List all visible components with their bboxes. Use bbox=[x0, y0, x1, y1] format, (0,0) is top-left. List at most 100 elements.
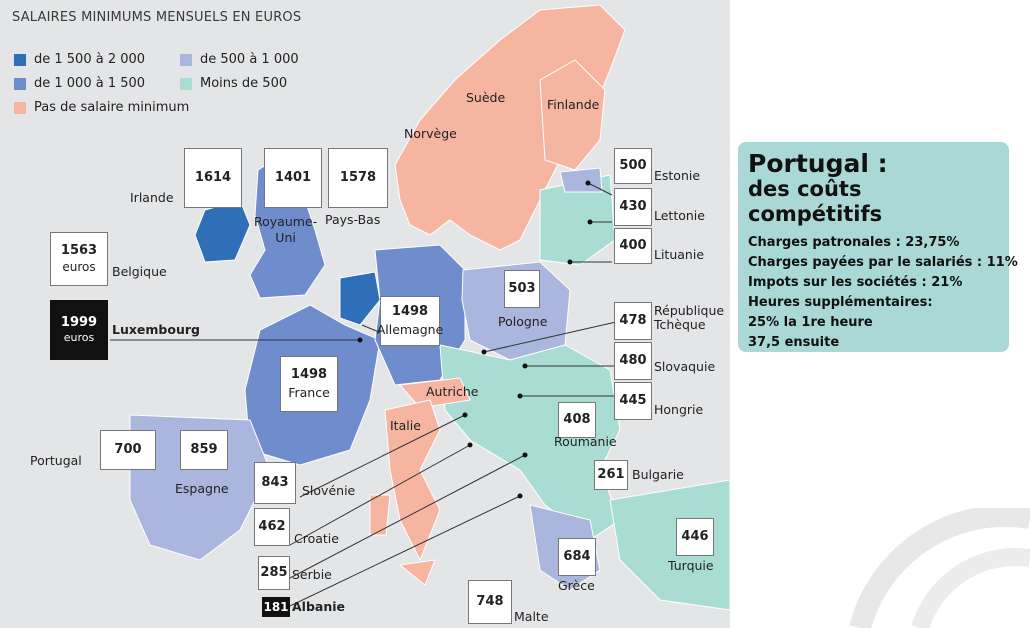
value-estonie: 500 bbox=[619, 157, 647, 173]
value-box-lettonie: 430 bbox=[614, 188, 652, 226]
estonia-shape bbox=[559, 167, 603, 193]
value-espagne: 859 bbox=[190, 441, 218, 457]
value-croatie: 462 bbox=[258, 518, 286, 534]
country-name-turquie: Turquie bbox=[668, 558, 714, 573]
value-box-belgique: 1563 euros bbox=[50, 232, 108, 286]
legend-swatch bbox=[180, 53, 192, 66]
country-name-albanie: Albanie bbox=[292, 599, 346, 614]
country-name-irlande: Irlande bbox=[130, 190, 174, 205]
value-box-espagne: 859 bbox=[180, 430, 228, 470]
country-name-norvege: Norvège bbox=[404, 126, 457, 141]
value-roumanie: 408 bbox=[563, 411, 591, 427]
legend-item: de 1 500 à 2 000 bbox=[14, 52, 145, 67]
country-name-france: France bbox=[288, 385, 330, 401]
value-pays-bas: 1578 bbox=[339, 169, 377, 185]
value-irlande: 1614 bbox=[194, 169, 232, 185]
panel-line: Impots sur les sociétés : 21% bbox=[748, 275, 963, 290]
value-box-pologne: 503 bbox=[504, 270, 540, 308]
decorative-arcs bbox=[849, 508, 1030, 628]
country-name-slovaquie: Slovaquie bbox=[654, 359, 716, 374]
value-lettonie: 430 bbox=[619, 198, 647, 214]
legend-item: de 1 000 à 1 500 bbox=[14, 76, 145, 91]
country-name-italie: Italie bbox=[390, 418, 421, 433]
value-box-albanie: 181 bbox=[262, 597, 290, 617]
value-lituanie: 400 bbox=[619, 237, 647, 253]
value-box-slovenie: 843 bbox=[254, 462, 296, 504]
legend-swatch bbox=[180, 77, 192, 90]
map-shapes bbox=[0, 0, 730, 628]
value-belgique: 1563 bbox=[60, 243, 98, 259]
country-name-tcheque: République Tchèque bbox=[654, 303, 725, 332]
country-name-bulgarie: Bulgarie bbox=[632, 467, 684, 482]
panel-line: Heures supplémentaires: bbox=[748, 295, 933, 310]
value-box-croatie: 462 bbox=[254, 508, 290, 546]
panel-line: Charges patronales : 23,75% bbox=[748, 235, 960, 250]
country-name-suede: Suède bbox=[466, 90, 506, 105]
value-serbie: 285 bbox=[260, 564, 288, 580]
value-box-slovaquie: 480 bbox=[614, 342, 652, 380]
legend-label: Pas de salaire minimum bbox=[34, 100, 190, 115]
iberia-shape bbox=[129, 414, 271, 561]
value-box-france: 1498 France bbox=[280, 356, 338, 412]
value-hongrie: 445 bbox=[619, 392, 647, 408]
panel-subtitle: des coûts compétitifs bbox=[748, 177, 883, 226]
legend-swatch bbox=[14, 77, 26, 90]
value-box-irlande: 1614 bbox=[184, 148, 242, 208]
country-name-luxembourg: Luxembourg bbox=[112, 322, 200, 337]
panel-line: 37,5 ensuite bbox=[748, 335, 840, 350]
country-name-espagne: Espagne bbox=[175, 481, 229, 496]
value-slovaquie: 480 bbox=[619, 352, 647, 368]
legend-item: Moins de 500 bbox=[180, 76, 287, 91]
country-name-estonie: Estonie bbox=[654, 168, 701, 183]
value-box-hongrie: 445 bbox=[614, 382, 652, 420]
value-box-estonie: 500 bbox=[614, 148, 652, 184]
country-name-serbie: Serbie bbox=[292, 567, 332, 582]
value-tcheque: 478 bbox=[619, 312, 647, 328]
unit-luxembourg: euros bbox=[63, 331, 95, 345]
legend-label: de 1 000 à 1 500 bbox=[34, 76, 146, 91]
value-bulgarie: 261 bbox=[597, 466, 625, 482]
value-box-royaume-uni: 1401 bbox=[264, 148, 322, 208]
value-france: 1498 bbox=[290, 367, 328, 383]
legend-swatch bbox=[14, 101, 26, 114]
sardinia-shape bbox=[369, 494, 391, 536]
value-royaume-uni: 1401 bbox=[274, 169, 312, 185]
country-name-hongrie: Hongrie bbox=[654, 402, 704, 417]
panel-line: 25% la 1re heure bbox=[748, 315, 873, 330]
value-box-grece: 684 bbox=[558, 538, 596, 576]
value-box-malte: 748 bbox=[468, 580, 512, 624]
country-name-pays-bas: Pays-Bas bbox=[325, 212, 381, 227]
value-box-allemagne: 1498 Allemagne bbox=[377, 296, 443, 346]
country-name-slovenie: Slovénie bbox=[302, 483, 356, 498]
value-box-roumanie: 408 bbox=[558, 402, 596, 438]
value-box-pays-bas: 1578 bbox=[328, 148, 388, 208]
value-luxembourg: 1999 bbox=[60, 315, 98, 330]
country-name-malte: Malte bbox=[514, 609, 549, 624]
panel-line: Charges payées par le salariés : 11% bbox=[748, 255, 1018, 270]
value-box-lituanie: 400 bbox=[614, 228, 652, 264]
value-box-bulgarie: 261 bbox=[594, 460, 628, 490]
finland-shape bbox=[539, 59, 606, 171]
value-pologne: 503 bbox=[508, 280, 536, 296]
portugal-info-panel: Portugal : des coûts compétitifs Charges… bbox=[738, 142, 1018, 352]
country-name-royaume-uni: Royaume- Uni bbox=[254, 214, 318, 245]
country-name-pologne: Pologne bbox=[498, 314, 548, 329]
austria-shape bbox=[399, 377, 471, 409]
legend-item: de 500 à 1 000 bbox=[180, 52, 299, 67]
value-turquie: 446 bbox=[681, 528, 709, 544]
country-name-roumanie: Roumanie bbox=[554, 434, 617, 449]
value-box-serbie: 285 bbox=[258, 556, 290, 590]
value-portugal: 700 bbox=[114, 441, 142, 457]
value-malte: 748 bbox=[476, 593, 504, 609]
country-name-lituanie: Lituanie bbox=[654, 247, 705, 262]
country-name-portugal: Portugal bbox=[30, 453, 82, 468]
value-allemagne: 1498 bbox=[391, 304, 429, 320]
country-name-lettonie: Lettonie bbox=[654, 208, 705, 223]
value-box-tcheque: 478 bbox=[614, 302, 652, 340]
country-name-croatie: Croatie bbox=[294, 531, 339, 546]
legend-swatch bbox=[14, 53, 26, 66]
country-name-grece: Grèce bbox=[558, 578, 595, 593]
value-slovenie: 843 bbox=[261, 474, 289, 490]
leader-dots bbox=[357, 180, 593, 499]
turkey-shape bbox=[609, 479, 730, 611]
